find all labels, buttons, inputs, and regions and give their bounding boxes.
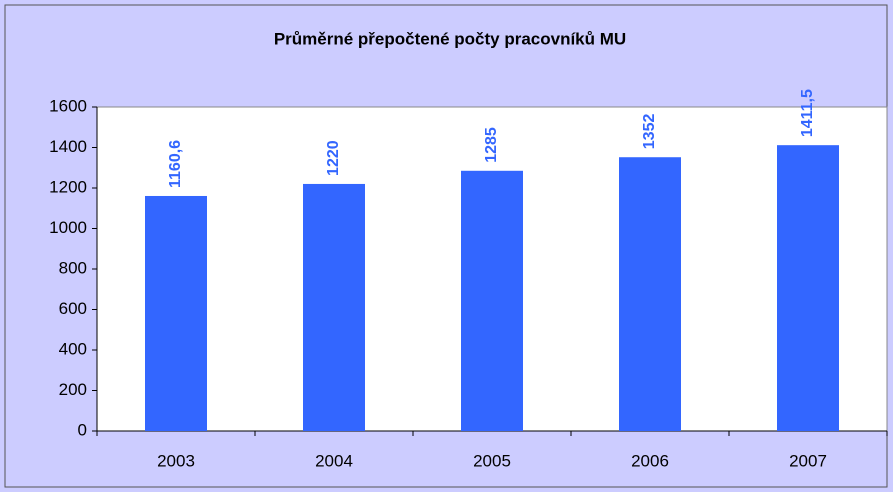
bar [145, 195, 207, 431]
y-tick-label: 1400 [49, 137, 87, 156]
data-label: 1285 [483, 127, 500, 163]
bar [303, 183, 365, 431]
x-tick-label: 2007 [789, 451, 827, 470]
bar [777, 145, 839, 431]
x-tick-label: 2003 [157, 451, 195, 470]
y-tick-label: 600 [59, 299, 87, 318]
bar [619, 157, 681, 431]
y-tick-label: 800 [59, 258, 87, 277]
x-tick-label: 2006 [631, 451, 669, 470]
x-tick-label: 2005 [473, 451, 511, 470]
y-tick-label: 200 [59, 380, 87, 399]
y-tick-label: 1200 [49, 177, 87, 196]
data-label: 1411,5 [799, 89, 816, 137]
data-label: 1160,6 [167, 140, 184, 188]
y-tick-label: 400 [59, 339, 87, 358]
y-tick-label: 1600 [49, 96, 87, 115]
bar [461, 170, 523, 431]
x-tick-label: 2004 [315, 451, 353, 470]
chart-title: Průměrné přepočtené počty pracovníků MU [274, 29, 626, 48]
y-tick-label: 1000 [49, 218, 87, 237]
data-label: 1352 [641, 114, 658, 150]
data-label: 1220 [325, 140, 342, 176]
y-tick-label: 0 [78, 420, 87, 439]
